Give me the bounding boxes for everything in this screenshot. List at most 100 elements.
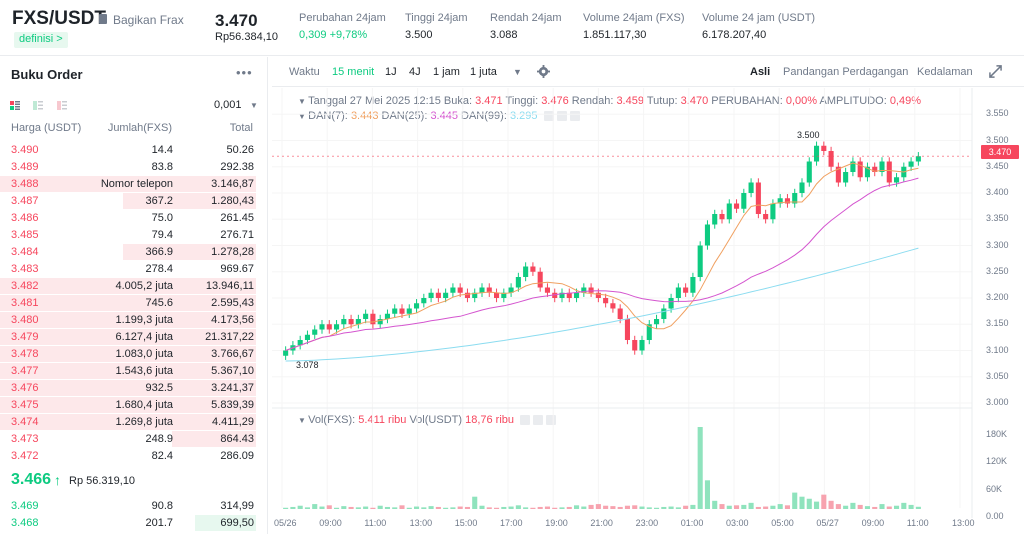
- volume-bar: [864, 506, 870, 509]
- volume-bar: [857, 504, 863, 509]
- ask-row[interactable]: 3.482 4.005,2 juta 13.946,11: [0, 277, 267, 294]
- ask-row[interactable]: 3.476 932.5 3.241,37: [0, 379, 267, 396]
- volume-bar: [843, 505, 849, 509]
- ask-row[interactable]: 3.478 1.083,0 juta 3.766,67: [0, 345, 267, 362]
- candle-body: [894, 177, 900, 183]
- candle-body: [639, 340, 645, 351]
- candle-body: [559, 292, 565, 298]
- ask-row[interactable]: 3.480 1.199,3 juta 4.173,56: [0, 311, 267, 328]
- view-asli[interactable]: Asli: [750, 66, 771, 78]
- ask-price: 3.484: [11, 246, 39, 258]
- expand-icon[interactable]: [989, 65, 1002, 78]
- caret-down-icon[interactable]: ▼: [513, 67, 522, 77]
- interval-15m[interactable]: 15 menit: [332, 66, 375, 78]
- interval-1juta[interactable]: 1 juta: [470, 66, 497, 78]
- volume-bar: [581, 506, 587, 509]
- ask-total: 4.411,29: [211, 416, 254, 428]
- ask-row[interactable]: 3.472 82.4 286.09: [0, 447, 267, 464]
- volume-bar: [624, 505, 630, 509]
- depth-bar: [195, 515, 256, 531]
- ask-amount: 82.4: [151, 450, 173, 462]
- chevron-down-icon[interactable]: ▼: [298, 416, 309, 425]
- ask-row[interactable]: 3.488 Nomor telepon 3.146,87: [0, 175, 267, 192]
- ask-row[interactable]: 3.484 366.9 1.278,28: [0, 243, 267, 260]
- token-name-link[interactable]: Bagikan Frax: [113, 13, 184, 27]
- volume-bar: [283, 507, 289, 509]
- price-chart[interactable]: [272, 88, 1024, 534]
- x-tick-label: 13:00: [952, 518, 975, 528]
- ask-row[interactable]: 3.486 75.0 261.45: [0, 209, 267, 226]
- candle-body: [450, 287, 456, 293]
- chevron-down-icon[interactable]: ▼: [298, 97, 309, 106]
- ask-row[interactable]: 3.479 6.127,4 juta 21.317,22: [0, 328, 267, 345]
- document-icon[interactable]: [99, 14, 107, 24]
- eye-icon[interactable]: [520, 415, 531, 426]
- eye-icon[interactable]: [543, 111, 554, 122]
- chevron-down-icon[interactable]: ▼: [298, 112, 309, 121]
- interval-1j[interactable]: 1J: [385, 66, 397, 78]
- book-view-bids-icon[interactable]: [33, 101, 43, 110]
- ask-row[interactable]: 3.485 79.4 276.71: [0, 226, 267, 243]
- candle-body: [843, 172, 849, 183]
- bid-row[interactable]: 3.469 90.8 314,99: [0, 497, 267, 514]
- close-icon[interactable]: [569, 111, 580, 122]
- gear-icon[interactable]: [537, 65, 550, 78]
- chevron-down-icon[interactable]: ▼: [250, 101, 258, 110]
- y-tick-label: 3.150: [986, 318, 1009, 329]
- ask-total: 261.45: [220, 212, 254, 224]
- book-view-asks-icon[interactable]: [57, 101, 67, 110]
- volume-bar: [879, 504, 885, 509]
- ask-row[interactable]: 3.490 14.4 50.26: [0, 141, 267, 158]
- orderbook-last-price-idr: Rp 56.319,10: [69, 475, 136, 487]
- volume-bar: [348, 506, 354, 509]
- depth-bar: [0, 295, 256, 311]
- orderbook-last-price: 3.466: [11, 471, 52, 488]
- ask-row[interactable]: 3.489 83.8 292.38: [0, 158, 267, 175]
- candle-body: [741, 193, 747, 209]
- ask-row[interactable]: 3.474 1.269,8 juta 4.411,29: [0, 413, 267, 430]
- interval-4j[interactable]: 4J: [409, 66, 421, 78]
- y-tick-label: 3.050: [986, 370, 1009, 381]
- candle-body: [464, 292, 470, 298]
- settings-small-icon[interactable]: [533, 415, 544, 426]
- ask-price: 3.490: [11, 144, 39, 156]
- candle-body: [501, 292, 507, 298]
- ohlc-legend: ▼ Tanggal 27 Mei 2025 12:15 Buka: 3.471 …: [298, 95, 922, 107]
- interval-waktu[interactable]: Waktu: [289, 66, 320, 78]
- settings-small-icon[interactable]: [556, 111, 567, 122]
- more-horizontal-icon[interactable]: •••: [236, 65, 253, 80]
- candle-body: [828, 151, 834, 167]
- ask-row[interactable]: 3.483 278.4 969.67: [0, 260, 267, 277]
- volume-bar: [421, 507, 427, 509]
- ask-row[interactable]: 3.481 745.6 2.595,43: [0, 294, 267, 311]
- volume-bar: [552, 507, 558, 509]
- ask-row[interactable]: 3.473 248.9 864.43: [0, 430, 267, 447]
- precision-select[interactable]: 0,001: [214, 99, 242, 111]
- view-depth[interactable]: Kedalaman: [917, 66, 973, 78]
- book-view-both-icon[interactable]: [10, 101, 20, 110]
- ask-price: 3.483: [11, 263, 39, 275]
- ask-total: 3.241,37: [211, 382, 254, 394]
- candle-body: [428, 292, 434, 298]
- y-tick-label: 3.100: [986, 344, 1009, 355]
- candle-body: [421, 298, 427, 304]
- volume-bar: [639, 506, 645, 509]
- volume-bar: [566, 506, 572, 509]
- ask-row[interactable]: 3.477 1.543,6 juta 5.367,10: [0, 362, 267, 379]
- interval-1jam[interactable]: 1 jam: [433, 66, 460, 78]
- candle-body: [872, 166, 878, 172]
- ask-amount: 278.4: [145, 263, 173, 275]
- candle-body: [886, 161, 892, 183]
- ask-total: 50.26: [226, 144, 254, 156]
- x-tick-label: 05/27: [816, 518, 839, 528]
- close-icon[interactable]: [546, 415, 557, 426]
- bid-row[interactable]: 3.468 201.7 699,50: [0, 514, 267, 531]
- view-tradingview[interactable]: Pandangan Perdagangan: [783, 66, 909, 78]
- ask-row[interactable]: 3.487 367.2 1.280,43: [0, 192, 267, 209]
- stat-change-24h: Perubahan 24jam 0,309 +9,78%: [299, 12, 386, 41]
- volume-bar: [523, 507, 529, 509]
- ask-row[interactable]: 3.475 1.680,4 juta 5.839,39: [0, 396, 267, 413]
- ask-amount: Nomor telepon: [100, 178, 173, 190]
- definition-badge[interactable]: definisi >: [14, 32, 68, 48]
- candle-body: [406, 308, 412, 314]
